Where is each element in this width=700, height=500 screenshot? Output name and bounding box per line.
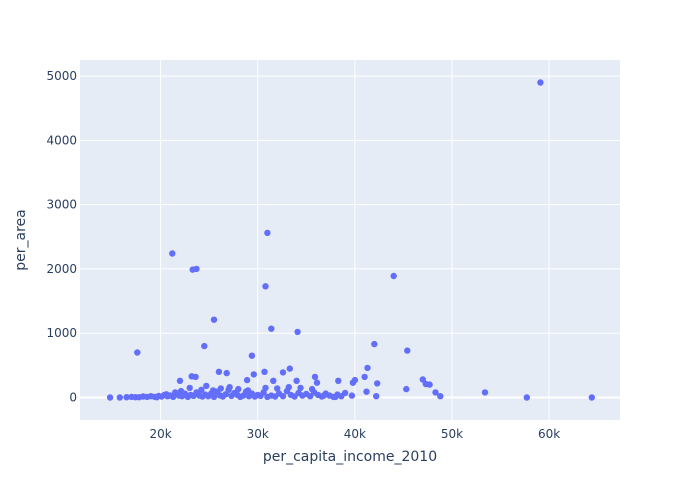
y-axis-title: per_area [13,209,29,270]
scatter-point [274,385,281,392]
scatter-point [186,384,193,392]
scatter-point [153,394,160,401]
scatter-point [363,388,370,395]
scatter-point [201,342,208,350]
scatter-point [432,389,439,396]
scatter-point [215,368,223,375]
scatter-point [335,377,342,384]
scatter-point [209,387,217,394]
scatter-point [163,391,170,398]
scatter-point [210,316,218,323]
scatter-point [198,386,205,393]
scatter-point [134,349,141,356]
scatter-point [106,394,114,401]
scatter-point [588,394,595,401]
scatter-point [320,392,327,399]
scatter-point [523,394,530,401]
scatter-point [364,364,371,372]
scatter-point [403,385,410,393]
x-tick-label: 50k [441,427,463,441]
scatter-points [106,79,595,401]
scatter-point [250,371,257,378]
scatter-point [261,368,268,375]
x-gridlines [160,60,550,420]
scatter-point [226,384,233,391]
scatter-point [297,384,304,392]
scatter-point [348,392,356,399]
scatter-point [294,328,301,336]
scatter-point [243,376,251,384]
scatter-point [116,394,124,401]
scatter-point [217,385,224,392]
scatter-point [203,382,210,390]
x-tick-label: 30k [247,427,269,441]
scatter-point [374,380,381,387]
scatter-point [223,369,230,377]
scatter-point [437,393,444,400]
scatter-point [279,393,287,400]
scatter-point [311,373,319,381]
scatter-point [270,377,277,384]
scatter-point [177,387,185,395]
scatter-point [268,325,275,332]
scatter-point [176,377,184,384]
scatter-point [308,385,316,393]
scatter-point [390,272,397,280]
scatter-point [192,373,199,381]
scatter-point [244,387,252,394]
scatter-point [404,347,411,354]
scatter-point [210,393,218,401]
scatter-point [286,365,293,372]
scatter-point [279,369,287,376]
y-tick-label: 4000 [46,133,77,147]
x-tick-label: 40k [344,427,366,441]
y-tick-label: 1000 [46,326,77,340]
scatter-point [248,352,256,359]
scatter-point [262,283,269,290]
scatter-point [172,389,179,396]
scatter-point [419,376,426,383]
y-tick-label: 3000 [46,198,77,212]
scatter-point [193,265,200,273]
scatter-point [361,373,368,381]
x-axis-title: per_capita_income_2010 [263,449,437,465]
scatter-point [332,393,339,401]
scatter-point [373,393,380,400]
scatter-point [262,384,269,392]
plot-area [80,60,620,420]
scatter-point [313,379,321,386]
scatter-point [123,394,130,401]
scatter-point [371,340,378,348]
scatter-point [426,381,433,388]
scatter-point [351,376,359,384]
y-tick-label: 0 [69,391,77,405]
scatter-point [341,389,349,397]
y-tick-labels: 0 1000 2000 3000 4000 5000 [46,69,77,404]
x-tick-label: 60k [538,427,560,441]
x-tick-labels: 20k 30k 40k 50k 60k [150,427,561,441]
scatter-point [169,250,176,257]
scatter-point [285,384,292,391]
y-tick-label: 5000 [46,69,77,83]
scatter-point [235,385,242,393]
scatter-point [293,377,300,384]
scatter-point [537,79,544,86]
y-tick-label: 2000 [46,262,77,276]
scatter-point [264,229,271,237]
x-tick-label: 20k [150,427,172,441]
scatter-point [481,389,489,396]
